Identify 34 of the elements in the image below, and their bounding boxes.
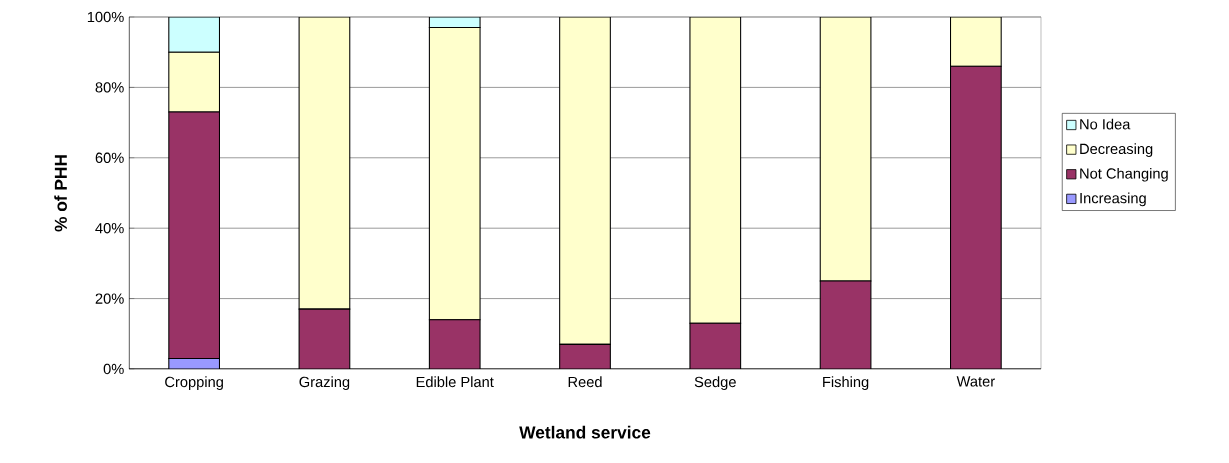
x-tick-label: Grazing [299, 376, 350, 391]
bar [168, 16, 221, 53]
bar [168, 111, 221, 359]
bar [820, 280, 871, 369]
y-tick-label: 60% [95, 152, 124, 163]
y-axis-title: % of PHH [54, 155, 67, 232]
x-tick-label: Edible Plant [416, 376, 494, 388]
y-tick-label: 20% [95, 293, 124, 304]
bar [689, 323, 741, 369]
x-tick-label: Fishing [823, 376, 869, 391]
bar [559, 16, 611, 345]
legend-label: Increasing [1080, 192, 1146, 207]
legend-label: No Idea [1080, 118, 1131, 130]
bar [298, 16, 351, 310]
bar [559, 344, 611, 369]
x-tick-label: Cropping [165, 376, 223, 391]
bar [819, 16, 872, 282]
bar [949, 65, 1002, 369]
x-tick-label: Sedge [694, 376, 736, 391]
bar [949, 16, 1002, 67]
bar [429, 319, 481, 369]
bar [428, 27, 481, 321]
bar [168, 51, 221, 113]
y-tick-label: 40% [95, 223, 124, 234]
x-tick-label: Reed [568, 376, 602, 388]
x-tick-label: Water [956, 376, 995, 387]
legend-label: Decreasing [1080, 143, 1153, 157]
x-axis-title: Wetland service [519, 425, 651, 439]
y-tick-label: 80% [95, 82, 124, 93]
bar [689, 16, 742, 324]
y-tick-label: 0% [103, 363, 124, 375]
legend-label: Not Changing [1080, 167, 1168, 182]
y-tick-label: 100% [87, 11, 124, 23]
bar [299, 309, 350, 369]
